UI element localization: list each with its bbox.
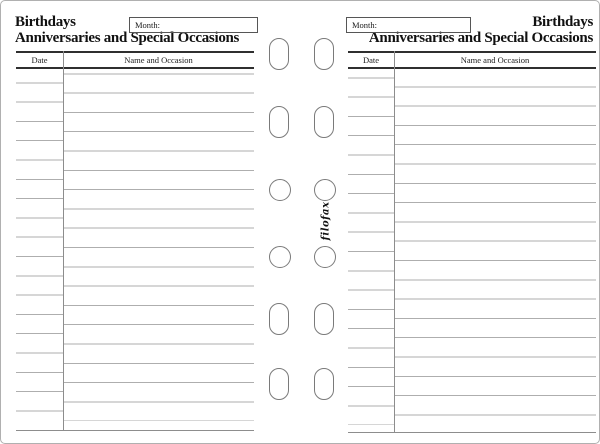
binder-hole (269, 106, 289, 138)
binder-hole (314, 106, 334, 138)
left-table-bottom-line (16, 430, 254, 431)
left-name-column-rules (63, 54, 254, 422)
binder-hole (269, 368, 289, 400)
binder-hole (269, 178, 291, 201)
binder-hole (314, 303, 334, 335)
right-date-column-rules (348, 58, 394, 426)
right-title-line-2: Anniversaries and Special Occasions (368, 30, 593, 46)
binder-hole (314, 38, 334, 70)
left-date-column-header: Date (31, 54, 48, 65)
filofax-logo: filofax (320, 201, 332, 241)
right-name-column-header: Name and Occasion (460, 54, 530, 65)
left-column-divider (63, 51, 64, 431)
right-table-bottom-line (348, 432, 596, 433)
left-page-title: Birthdays Anniversaries and Special Occa… (15, 14, 239, 46)
right-month-label: Month: (352, 20, 378, 30)
left-month-field[interactable]: Month: (129, 17, 258, 33)
right-month-field[interactable]: Month: (346, 17, 471, 33)
left-title-line-1: Birthdays (15, 14, 76, 30)
binder-hole (314, 178, 336, 201)
binder-hole (314, 368, 334, 400)
binder-hole (314, 246, 336, 268)
left-month-label: Month: (135, 20, 161, 30)
right-name-column-rules (394, 68, 596, 416)
binder-hole (269, 303, 289, 335)
left-title-line-2: Anniversaries and Special Occasions (15, 30, 240, 46)
binder-hole (269, 38, 289, 70)
binder-hole (269, 246, 291, 268)
right-title-line-1: Birthdays (532, 14, 593, 30)
right-page-title: Birthdays Anniversaries and Special Occa… (369, 14, 593, 46)
left-date-column-rules (16, 64, 63, 412)
right-column-divider (394, 51, 395, 433)
